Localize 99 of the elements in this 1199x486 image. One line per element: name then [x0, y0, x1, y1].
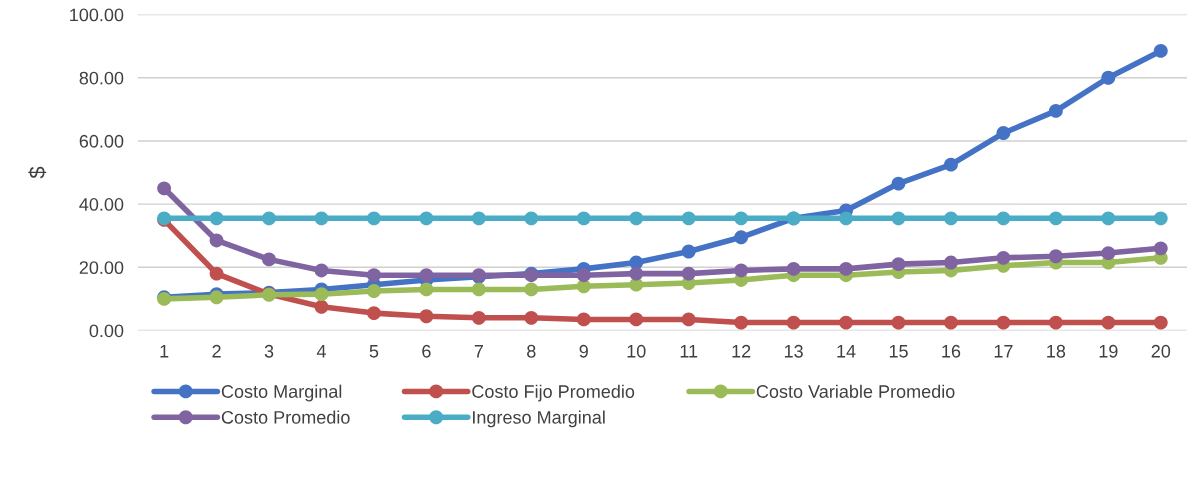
- point: [839, 315, 853, 330]
- point: [839, 261, 853, 276]
- point: [996, 250, 1011, 265]
- point: [576, 211, 591, 226]
- point: [471, 282, 486, 297]
- point: [734, 315, 749, 330]
- x-tick-label: 8: [527, 344, 536, 358]
- x-tick-label: 10: [627, 344, 646, 358]
- point: [419, 282, 434, 297]
- point: [471, 211, 486, 226]
- point: [262, 211, 276, 226]
- point: [1048, 103, 1063, 118]
- point: [944, 211, 958, 226]
- point: [314, 263, 329, 278]
- point: [314, 287, 329, 302]
- point: [471, 310, 486, 325]
- legend-label: Costo Marginal: [221, 384, 342, 402]
- y-tick-label: 80.00: [79, 71, 124, 85]
- point: [157, 181, 172, 196]
- point: [1101, 315, 1116, 330]
- point: [734, 230, 749, 245]
- point: [734, 211, 749, 226]
- point: [944, 315, 958, 330]
- x-tick-label: 19: [1099, 344, 1118, 358]
- point: [681, 266, 696, 281]
- point: [209, 266, 224, 281]
- legend-label: Ingreso Marginal: [473, 410, 605, 428]
- y-tick-label: 40.00: [79, 198, 124, 211]
- y-axis-title: $: [28, 166, 47, 179]
- point: [629, 312, 644, 327]
- x-tick-label: 9: [579, 344, 588, 358]
- point: [1153, 211, 1168, 226]
- y-tick-label: 100.00: [70, 8, 124, 22]
- legend-label: Costo Fijo Promedio: [472, 384, 635, 402]
- point: [996, 211, 1011, 226]
- x-tick-label: 11: [680, 345, 698, 358]
- point: [891, 257, 906, 272]
- x-tick-label: 4: [316, 345, 326, 358]
- point: [576, 312, 591, 327]
- y-tick-label: 0.00: [89, 324, 124, 338]
- point: [209, 233, 224, 248]
- x-tick-label: 2: [212, 344, 221, 358]
- point: [524, 211, 539, 226]
- point: [944, 157, 958, 172]
- point: [839, 211, 853, 226]
- point: [419, 211, 434, 226]
- point: [629, 266, 644, 281]
- point: [314, 211, 329, 226]
- x-tick-label: 14: [837, 345, 856, 358]
- point: [314, 299, 329, 314]
- point: [1101, 70, 1116, 85]
- point: [366, 268, 381, 283]
- point: [996, 315, 1011, 330]
- point: [1153, 315, 1168, 330]
- point: [1153, 43, 1168, 58]
- point: [366, 211, 381, 226]
- x-tick-label: 12: [732, 344, 751, 358]
- point: [1101, 211, 1116, 226]
- point: [891, 176, 906, 191]
- point: [681, 312, 696, 327]
- x-tick-label: 16: [942, 344, 961, 358]
- x-tick-label: 13: [784, 344, 803, 358]
- point: [891, 315, 906, 330]
- x-tick-label: 1: [160, 345, 169, 358]
- x-tick-label: 6: [422, 344, 431, 358]
- point: [419, 268, 434, 283]
- point: [419, 309, 434, 324]
- legend-label: Costo Variable Promedio: [756, 384, 955, 398]
- point: [1048, 315, 1063, 330]
- x-tick-label: 15: [889, 345, 908, 358]
- x-tick-label: 17: [994, 345, 1013, 358]
- point: [996, 126, 1011, 140]
- point: [366, 306, 381, 321]
- point: [786, 315, 801, 330]
- x-tick-label: 20: [1151, 344, 1171, 358]
- y-tick-label: 60.00: [79, 134, 124, 148]
- point: [734, 263, 749, 278]
- point: [366, 284, 381, 298]
- point: [944, 255, 958, 270]
- point: [524, 310, 539, 325]
- x-tick-label: 18: [1047, 344, 1066, 358]
- point: [1101, 246, 1116, 261]
- point: [524, 282, 539, 297]
- point: [1048, 249, 1063, 264]
- point: [576, 268, 591, 283]
- point: [629, 211, 644, 226]
- point: [681, 211, 696, 226]
- point: [891, 211, 906, 226]
- point: [1048, 211, 1063, 226]
- point: [1153, 241, 1168, 256]
- x-tick-label: 3: [264, 344, 274, 358]
- x-tick-label: 7: [474, 345, 483, 358]
- y-tick-label: 20.00: [79, 261, 124, 275]
- point: [262, 252, 276, 267]
- point: [786, 261, 801, 276]
- point: [681, 244, 696, 259]
- point: [209, 211, 224, 226]
- x-tick-label: 5: [369, 345, 379, 358]
- legend-label: Costo Promedio: [221, 410, 350, 424]
